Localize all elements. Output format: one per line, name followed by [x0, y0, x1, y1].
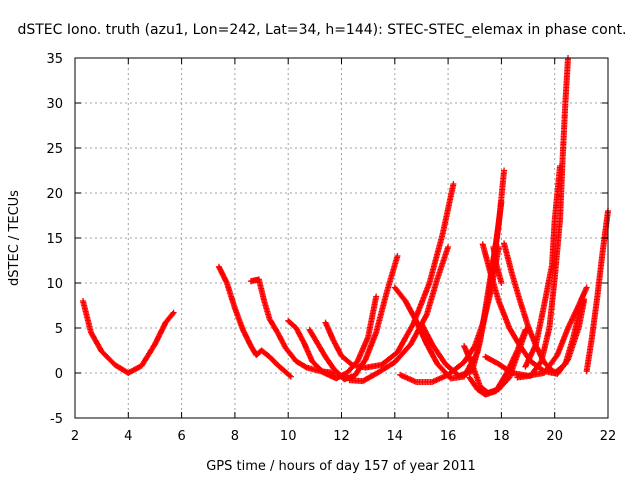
x-tick-label: 10: [280, 429, 297, 444]
y-tick-label: 20: [46, 187, 63, 202]
x-tick-label: 12: [333, 429, 350, 444]
y-tick-label: 5: [55, 322, 63, 337]
y-tick-label: -5: [50, 412, 63, 427]
x-tick-label: 8: [231, 429, 239, 444]
data-arc-19: [583, 208, 611, 375]
y-axis-label: dSTEC / TECUs: [7, 190, 22, 286]
y-tick-label: 0: [55, 367, 63, 382]
x-tick-label: 18: [493, 429, 510, 444]
chart-title: dSTEC Iono. truth (azu1, Lon=242, Lat=34…: [17, 22, 626, 38]
y-tick-label: 30: [46, 97, 63, 112]
x-axis-label: GPS time / hours of day 157 of year 2011: [206, 459, 476, 474]
x-tick-label: 20: [546, 429, 563, 444]
marks-layer: [79, 55, 611, 398]
data-arc-18: [522, 163, 564, 370]
data-arc-6: [322, 181, 457, 371]
x-tick-label: 2: [71, 429, 79, 444]
y-tick-label: 25: [46, 142, 63, 157]
x-tick-label: 16: [440, 429, 457, 444]
data-arc-12: [466, 326, 529, 398]
data-arc-14: [490, 244, 505, 286]
data-arc-2: [215, 263, 294, 380]
x-tick-label: 22: [600, 429, 617, 444]
y-tick-label: 10: [46, 277, 63, 292]
data-arc-4: [285, 293, 380, 382]
y-tick-label: 15: [46, 232, 63, 247]
x-tick-label: 4: [124, 429, 132, 444]
x-tick-label: 14: [387, 429, 404, 444]
ticks-layer: 2 4 6 8 10 12 14 16 18 20 22 -5 0 5 10 15 20 25 30 35: [46, 52, 616, 444]
y-tick-label: 35: [46, 52, 63, 67]
data-arc-1: [79, 298, 177, 376]
x-tick-label: 6: [177, 429, 185, 444]
